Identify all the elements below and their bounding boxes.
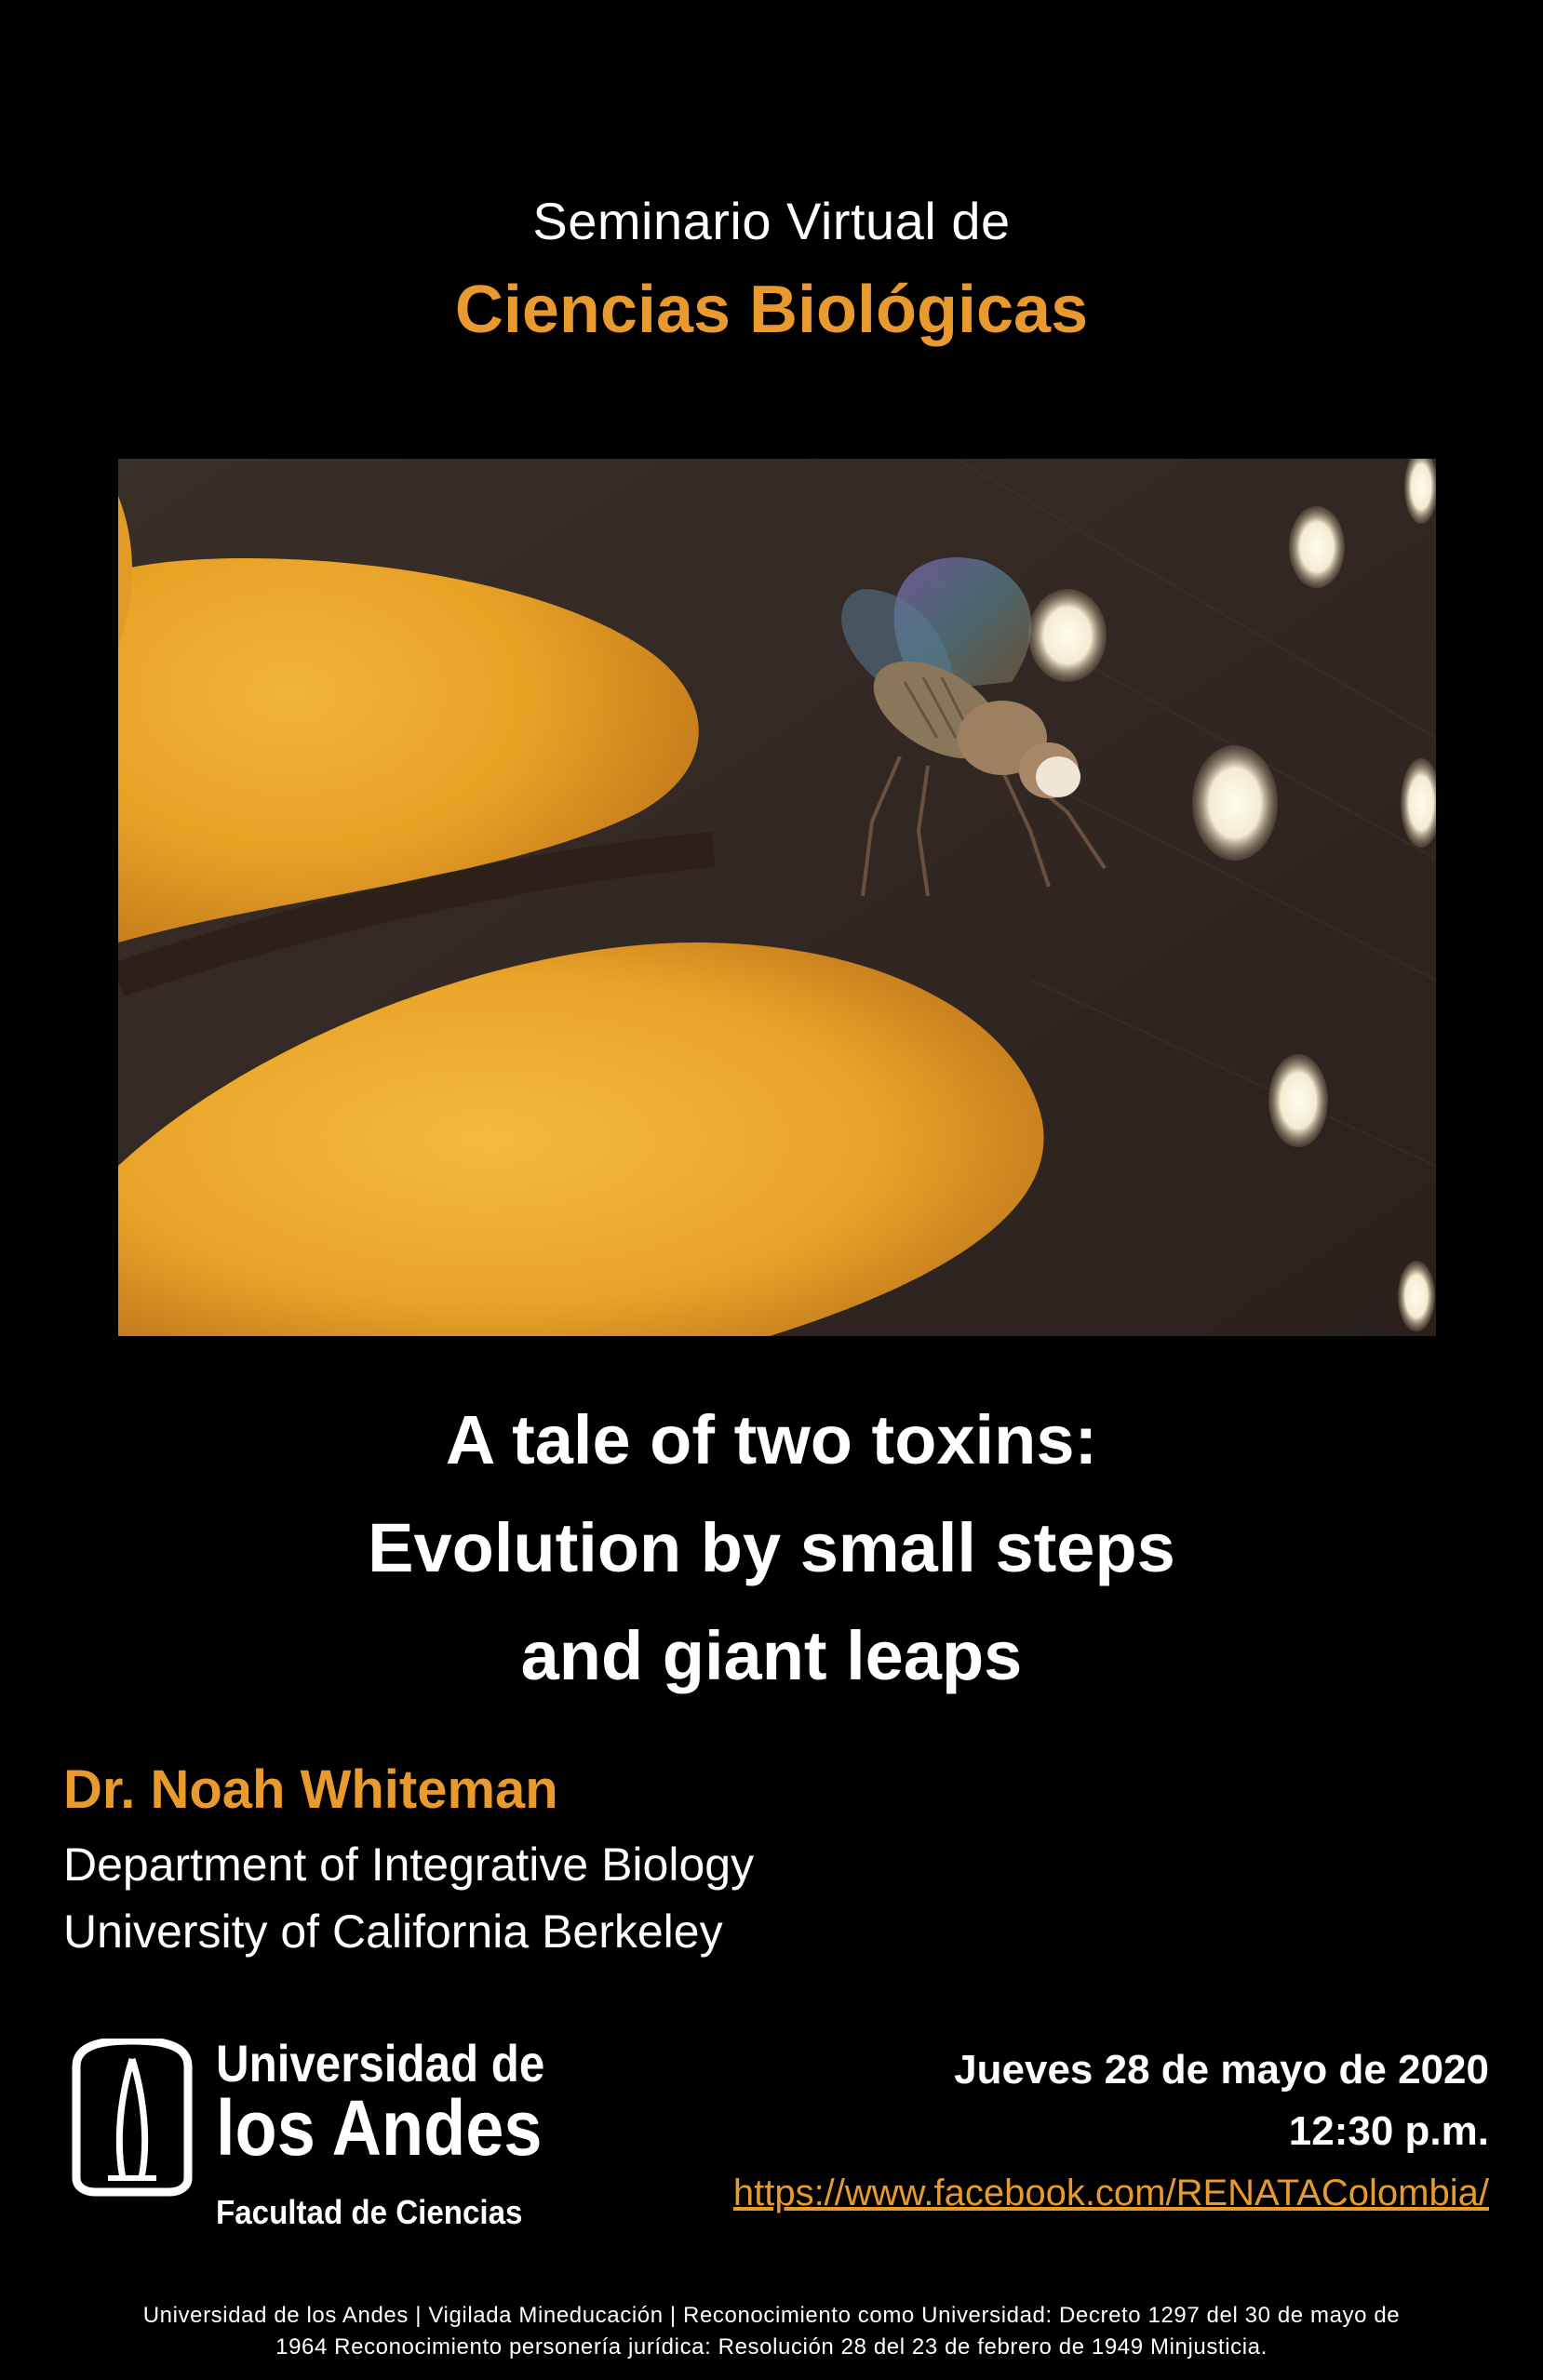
footer-line: 1964 Reconocimiento personería jurídica:… bbox=[275, 2334, 1268, 2360]
talk-title: A tale of two toxins: Evolution by small… bbox=[0, 1386, 1543, 1710]
talk-title-line: Evolution by small steps bbox=[368, 1509, 1175, 1586]
event-facebook-link[interactable]: https://www.facebook.com/RENATAColombia/ bbox=[732, 2173, 1489, 2213]
legal-footer: Universidad de los Andes | Vigilada Mine… bbox=[0, 2300, 1543, 2363]
speaker-name: Dr. Noah Whiteman bbox=[63, 1759, 558, 1820]
university-crest-icon bbox=[72, 2039, 193, 2197]
university-logo: Universidad de los Andes Facultad de Cie… bbox=[67, 2033, 588, 2238]
logo-text-universidad: Universidad de bbox=[216, 2034, 545, 2093]
seminar-kicker: Seminario Virtual de bbox=[532, 192, 1011, 250]
talk-title-line: and giant leaps bbox=[520, 1617, 1023, 1694]
logo-text-facultad: Facultad de Ciencias bbox=[216, 2193, 523, 2231]
talk-title-line: A tale of two toxins: bbox=[445, 1401, 1098, 1478]
speaker-institution: University of California Berkeley bbox=[63, 1905, 723, 1958]
event-time: 12:30 p.m. bbox=[1288, 2108, 1489, 2154]
seminar-title: Ciencias Biológicas bbox=[454, 273, 1089, 347]
speaker-department: Department of Integrative Biology bbox=[63, 1838, 755, 1891]
event-date: Jueves 28 de mayo de 2020 bbox=[954, 2047, 1489, 2093]
event-details: Jueves 28 de mayo de 2020 12:30 p.m. htt… bbox=[733, 2039, 1489, 2224]
footer-line: Universidad de los Andes | Vigilada Mine… bbox=[142, 2303, 1401, 2328]
fly-on-butterfly-wing-photo bbox=[118, 459, 1436, 1336]
logo-text-los-andes: los Andes bbox=[216, 2084, 543, 2172]
